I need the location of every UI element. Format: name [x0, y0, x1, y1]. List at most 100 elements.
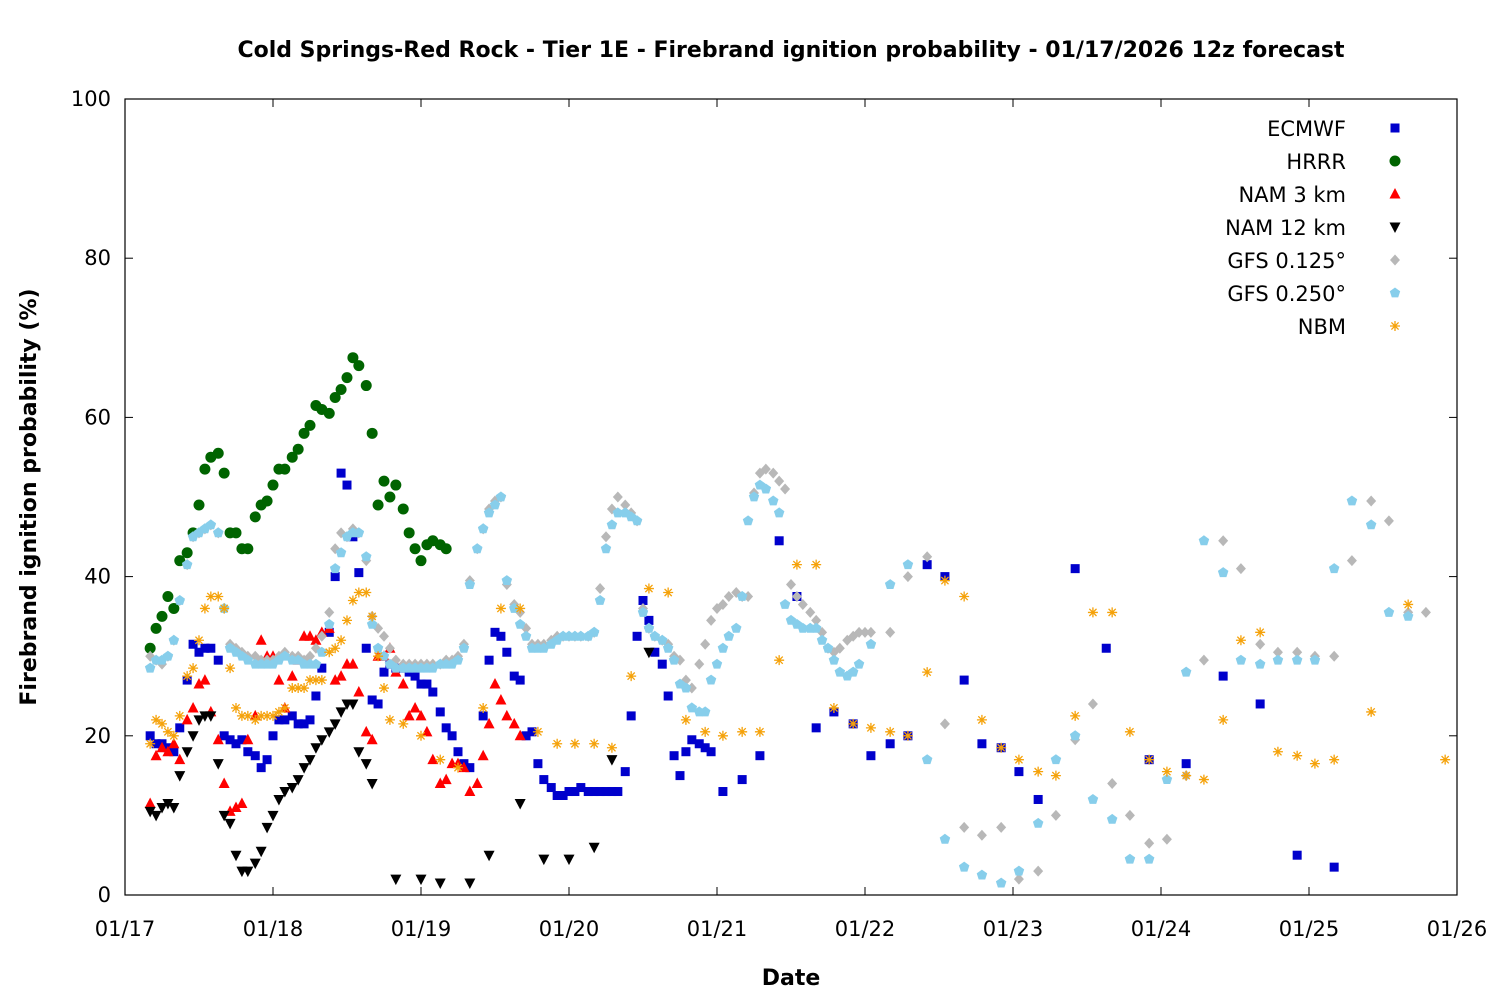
y-tick-label: 60 — [84, 405, 111, 429]
data-point — [181, 747, 193, 758]
data-point — [310, 634, 322, 645]
data-point — [378, 475, 390, 487]
legend-marker — [1389, 155, 1401, 167]
data-point — [287, 683, 298, 694]
data-point — [416, 730, 426, 741]
legend-marker — [1389, 188, 1401, 199]
data-point — [742, 515, 754, 526]
data-point — [398, 718, 409, 729]
data-point — [1050, 754, 1062, 765]
data-point — [588, 842, 600, 854]
data-point — [552, 791, 562, 800]
data-point — [490, 627, 500, 637]
data-point — [1087, 607, 1098, 618]
data-point — [262, 755, 272, 765]
data-point — [643, 622, 655, 633]
data-point — [347, 658, 359, 669]
data-point — [187, 701, 199, 713]
data-point — [194, 635, 204, 646]
data-point — [546, 783, 556, 793]
data-point — [657, 634, 668, 645]
data-point — [780, 483, 791, 495]
data-point — [292, 775, 304, 786]
data-point — [354, 568, 364, 578]
data-point — [626, 671, 637, 682]
data-point — [162, 726, 173, 737]
data-point — [1235, 635, 1246, 646]
data-point — [255, 846, 267, 858]
data-point — [687, 735, 697, 745]
data-point — [384, 642, 395, 654]
data-point — [353, 360, 365, 372]
data-point — [409, 701, 421, 713]
data-point — [885, 626, 896, 638]
data-point — [797, 598, 808, 610]
data-point — [483, 850, 495, 862]
data-point — [458, 761, 470, 773]
data-point — [428, 687, 438, 697]
data-point — [477, 749, 489, 761]
x-tick-label: 01/22 — [835, 917, 896, 941]
data-point — [1440, 754, 1451, 765]
data-point — [1101, 643, 1111, 653]
data-point — [620, 499, 631, 511]
y-tick-label: 40 — [84, 565, 111, 589]
data-point — [996, 742, 1007, 753]
data-point — [1143, 853, 1155, 864]
data-point — [353, 686, 365, 697]
data-point — [884, 579, 896, 589]
data-point — [1107, 778, 1118, 790]
data-point — [310, 675, 321, 686]
data-point — [1161, 774, 1173, 784]
data-point — [182, 671, 193, 682]
data-point — [723, 591, 734, 602]
data-point — [650, 647, 660, 657]
y-tick-label: 0 — [98, 883, 111, 907]
y-tick-label: 80 — [84, 246, 111, 270]
data-point — [250, 751, 260, 761]
data-point — [834, 642, 845, 654]
data-point — [631, 515, 643, 526]
data-point — [1181, 759, 1191, 769]
data-point — [267, 810, 279, 822]
data-point — [902, 730, 913, 741]
data-point — [1328, 563, 1340, 574]
data-point — [360, 380, 372, 392]
data-point — [353, 527, 365, 538]
data-point — [205, 591, 216, 602]
data-point — [193, 678, 205, 689]
data-point — [150, 622, 162, 634]
data-point — [200, 643, 210, 653]
data-point — [317, 663, 327, 673]
data-point — [607, 787, 617, 797]
data-point — [390, 662, 402, 673]
data-point — [922, 560, 932, 570]
data-point — [274, 715, 284, 725]
legend-label: NBM — [1298, 315, 1346, 339]
data-point — [501, 709, 513, 721]
data-point — [563, 854, 575, 866]
data-point — [1218, 714, 1229, 725]
data-point — [162, 650, 174, 661]
data-point — [440, 543, 452, 555]
data-point — [329, 563, 341, 574]
data-point — [509, 671, 519, 681]
data-point — [495, 603, 506, 614]
data-point — [231, 702, 241, 713]
data-point — [231, 739, 241, 749]
data-point — [995, 877, 1007, 888]
data-point — [144, 806, 156, 818]
data-point — [606, 519, 618, 530]
data-point — [435, 754, 446, 765]
data-point — [299, 719, 309, 729]
data-point — [390, 479, 402, 491]
data-point — [717, 598, 728, 610]
data-point — [515, 603, 526, 614]
data-point — [779, 599, 791, 609]
data-point — [212, 733, 224, 745]
data-point — [514, 729, 526, 741]
data-point — [336, 635, 347, 646]
data-point — [514, 798, 526, 810]
data-point — [280, 715, 290, 725]
data-point — [717, 642, 729, 653]
